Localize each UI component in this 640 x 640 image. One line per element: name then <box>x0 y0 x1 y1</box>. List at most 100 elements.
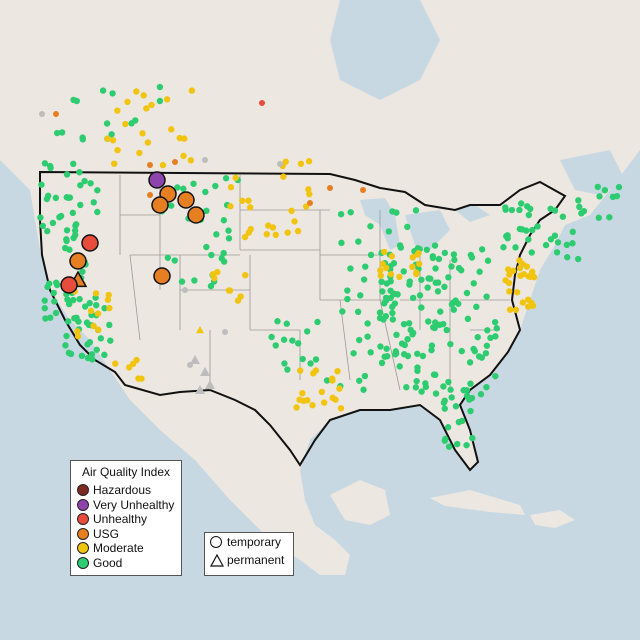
monitor-site-marker <box>424 284 431 291</box>
monitor-site-marker <box>441 249 449 257</box>
monitor-site-marker <box>393 331 400 339</box>
monitor-site-marker <box>156 97 164 105</box>
monitor-site-marker <box>377 272 384 279</box>
monitor-site-marker <box>529 302 537 309</box>
monitor-site-marker <box>468 254 476 261</box>
monitor-site-marker <box>41 160 49 167</box>
monitor-site-marker <box>467 380 474 387</box>
monitor-site-marker <box>191 277 198 284</box>
monitor-site-marker <box>423 246 431 253</box>
monitor-site-marker <box>39 111 45 117</box>
monitor-site-marker <box>458 267 465 274</box>
monitor-site-marker <box>78 352 86 360</box>
monitor-site-marker <box>382 313 390 320</box>
monitor-site-marker <box>39 222 47 230</box>
monitor-type-legend: temporary permanent <box>204 532 294 576</box>
legend-row-permanent: permanent <box>205 551 293 569</box>
monitor-site-marker <box>525 236 532 243</box>
monitor-site-marker <box>299 390 306 397</box>
monitor-site-marker <box>506 306 514 313</box>
monitor-site-marker <box>65 300 73 308</box>
monitor-site-marker <box>147 162 153 168</box>
monitor-site-marker <box>354 308 362 316</box>
monitor-site-marker <box>172 159 178 165</box>
monitor-site-marker <box>564 254 571 261</box>
monitor-site-marker <box>396 273 403 281</box>
monitor-site-marker <box>463 441 470 449</box>
monitor-site-marker <box>53 279 60 286</box>
monitor-site-marker <box>49 219 57 227</box>
monitor-site-marker <box>377 267 384 274</box>
monitor-site-marker <box>107 337 114 344</box>
monitor-site-marker-large <box>153 267 171 285</box>
monitor-site-marker <box>38 181 45 188</box>
monitor-site-marker <box>239 197 246 204</box>
monitor-site-marker <box>268 333 275 341</box>
monitor-site-marker <box>403 384 410 391</box>
monitor-site-marker <box>357 292 364 299</box>
monitor-site-marker <box>163 96 171 103</box>
monitor-site-marker <box>114 146 121 154</box>
monitor-site-marker <box>356 377 363 384</box>
monitor-site-marker <box>383 345 390 352</box>
monitor-site-marker <box>418 304 425 311</box>
good-swatch-icon <box>77 556 89 569</box>
monitor-site-marker <box>523 203 531 210</box>
legend-label-usg: USG <box>93 526 120 541</box>
monitor-site-marker <box>414 350 421 357</box>
hazardous-swatch-icon <box>77 484 89 497</box>
monitor-site-marker <box>86 299 93 307</box>
monitor-site-marker <box>378 359 386 367</box>
aqi-legend: Air Quality Index Hazardous Very Unhealt… <box>70 460 182 576</box>
monitor-site-marker <box>347 209 354 216</box>
monitor-site-marker <box>387 278 394 285</box>
monitor-site-marker <box>396 363 403 370</box>
monitor-site-marker <box>445 443 453 450</box>
monitor-site-marker <box>88 351 96 358</box>
monitor-site-marker <box>76 169 83 176</box>
monitor-site-marker <box>62 342 69 349</box>
monitor-site-marker <box>364 333 371 340</box>
monitor-site-marker <box>337 210 345 218</box>
legend-label-permanent: permanent <box>227 553 285 567</box>
monitor-site-marker <box>529 226 536 234</box>
monitor-site-marker <box>288 207 295 215</box>
monitor-site-marker <box>397 244 405 251</box>
monitor-site-marker <box>305 186 312 193</box>
monitor-site-marker <box>220 249 227 257</box>
monitor-site-marker <box>50 289 57 297</box>
monitor-site-marker <box>519 299 527 306</box>
monitor-site-marker <box>448 263 455 270</box>
monitor-site-marker <box>297 160 305 167</box>
monitor-site-marker <box>93 346 100 353</box>
legend-label-good: Good <box>93 555 123 570</box>
monitor-site-marker <box>419 352 427 360</box>
permanent-site-marker <box>195 385 205 394</box>
monitor-site-marker <box>576 203 583 211</box>
monitor-site-marker <box>432 265 439 272</box>
legend-row-good: Good <box>71 556 181 571</box>
monitor-site-marker <box>339 308 346 315</box>
monitor-site-marker <box>178 278 186 285</box>
monitor-site-marker <box>504 235 511 242</box>
triangle-icon <box>210 553 224 567</box>
monitor-site-marker <box>128 120 135 127</box>
monitor-site-marker <box>390 260 398 267</box>
monitor-sites-layer <box>37 83 623 450</box>
monitor-site-marker <box>487 334 494 342</box>
monitor-site-marker <box>328 375 336 382</box>
monitor-site-marker <box>454 440 461 448</box>
monitor-site-marker <box>144 139 152 146</box>
monitor-site-marker <box>523 227 530 234</box>
monitor-site-marker <box>382 294 390 301</box>
monitor-site-marker <box>547 205 554 212</box>
monitor-site-marker <box>69 209 77 217</box>
monitor-site-marker <box>81 303 89 310</box>
monitor-site-marker <box>429 254 437 262</box>
monitor-site-marker <box>306 190 313 198</box>
monitor-site-marker <box>294 227 302 235</box>
monitor-site-marker-large <box>69 252 87 270</box>
legend-label-hazardous: Hazardous <box>93 483 152 498</box>
monitor-site-marker <box>101 304 108 312</box>
monitor-site-marker <box>422 380 429 387</box>
